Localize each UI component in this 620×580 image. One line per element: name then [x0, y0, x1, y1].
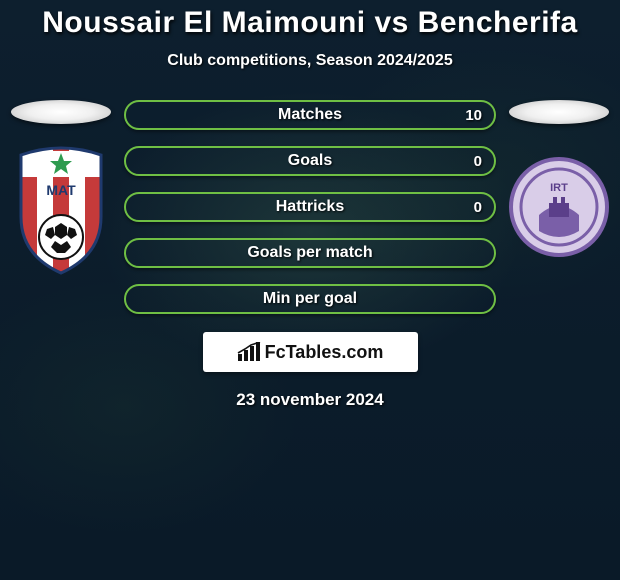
- stat-bar: Goals 0: [124, 146, 496, 176]
- stat-bars: Matches 10 Goals 0 Hattricks 0 Goals per…: [116, 100, 504, 314]
- brand-badge: FcTables.com: [203, 332, 418, 372]
- card: Noussair El Maimouni vs Bencherifa Club …: [0, 0, 620, 580]
- svg-text:IRT: IRT: [550, 182, 568, 194]
- left-player-slot: [11, 100, 111, 124]
- stat-label: Matches: [278, 106, 342, 124]
- brand-text: FcTables.com: [265, 342, 384, 363]
- page-title: Noussair El Maimouni vs Bencherifa: [42, 6, 577, 40]
- stat-label: Min per goal: [263, 290, 357, 308]
- svg-text:MAT: MAT: [46, 182, 76, 198]
- stat-bar: Goals per match: [124, 238, 496, 268]
- subtitle: Club competitions, Season 2024/2025: [167, 52, 452, 70]
- left-club-crest: MAT: [11, 142, 111, 272]
- shield-icon: MAT: [11, 137, 111, 277]
- stat-right-value: 0: [474, 199, 482, 216]
- stat-right-value: 0: [474, 153, 482, 170]
- stat-label: Hattricks: [276, 198, 344, 216]
- stat-right-value: 10: [465, 107, 482, 124]
- right-side: IRT: [504, 100, 614, 272]
- date-text: 23 november 2024: [236, 390, 383, 410]
- stat-label: Goals per match: [247, 244, 372, 262]
- stat-label: Goals: [288, 152, 332, 170]
- right-club-crest: IRT: [509, 142, 609, 272]
- left-side: MAT: [6, 100, 116, 272]
- comparison-row: MAT Matches 10 Goals: [0, 100, 620, 314]
- stat-bar: Matches 10: [124, 100, 496, 130]
- badge-icon: IRT: [509, 152, 609, 262]
- stat-bar: Hattricks 0: [124, 192, 496, 222]
- right-player-slot: [509, 100, 609, 124]
- bar-chart-icon: [237, 342, 261, 362]
- stat-bar: Min per goal: [124, 284, 496, 314]
